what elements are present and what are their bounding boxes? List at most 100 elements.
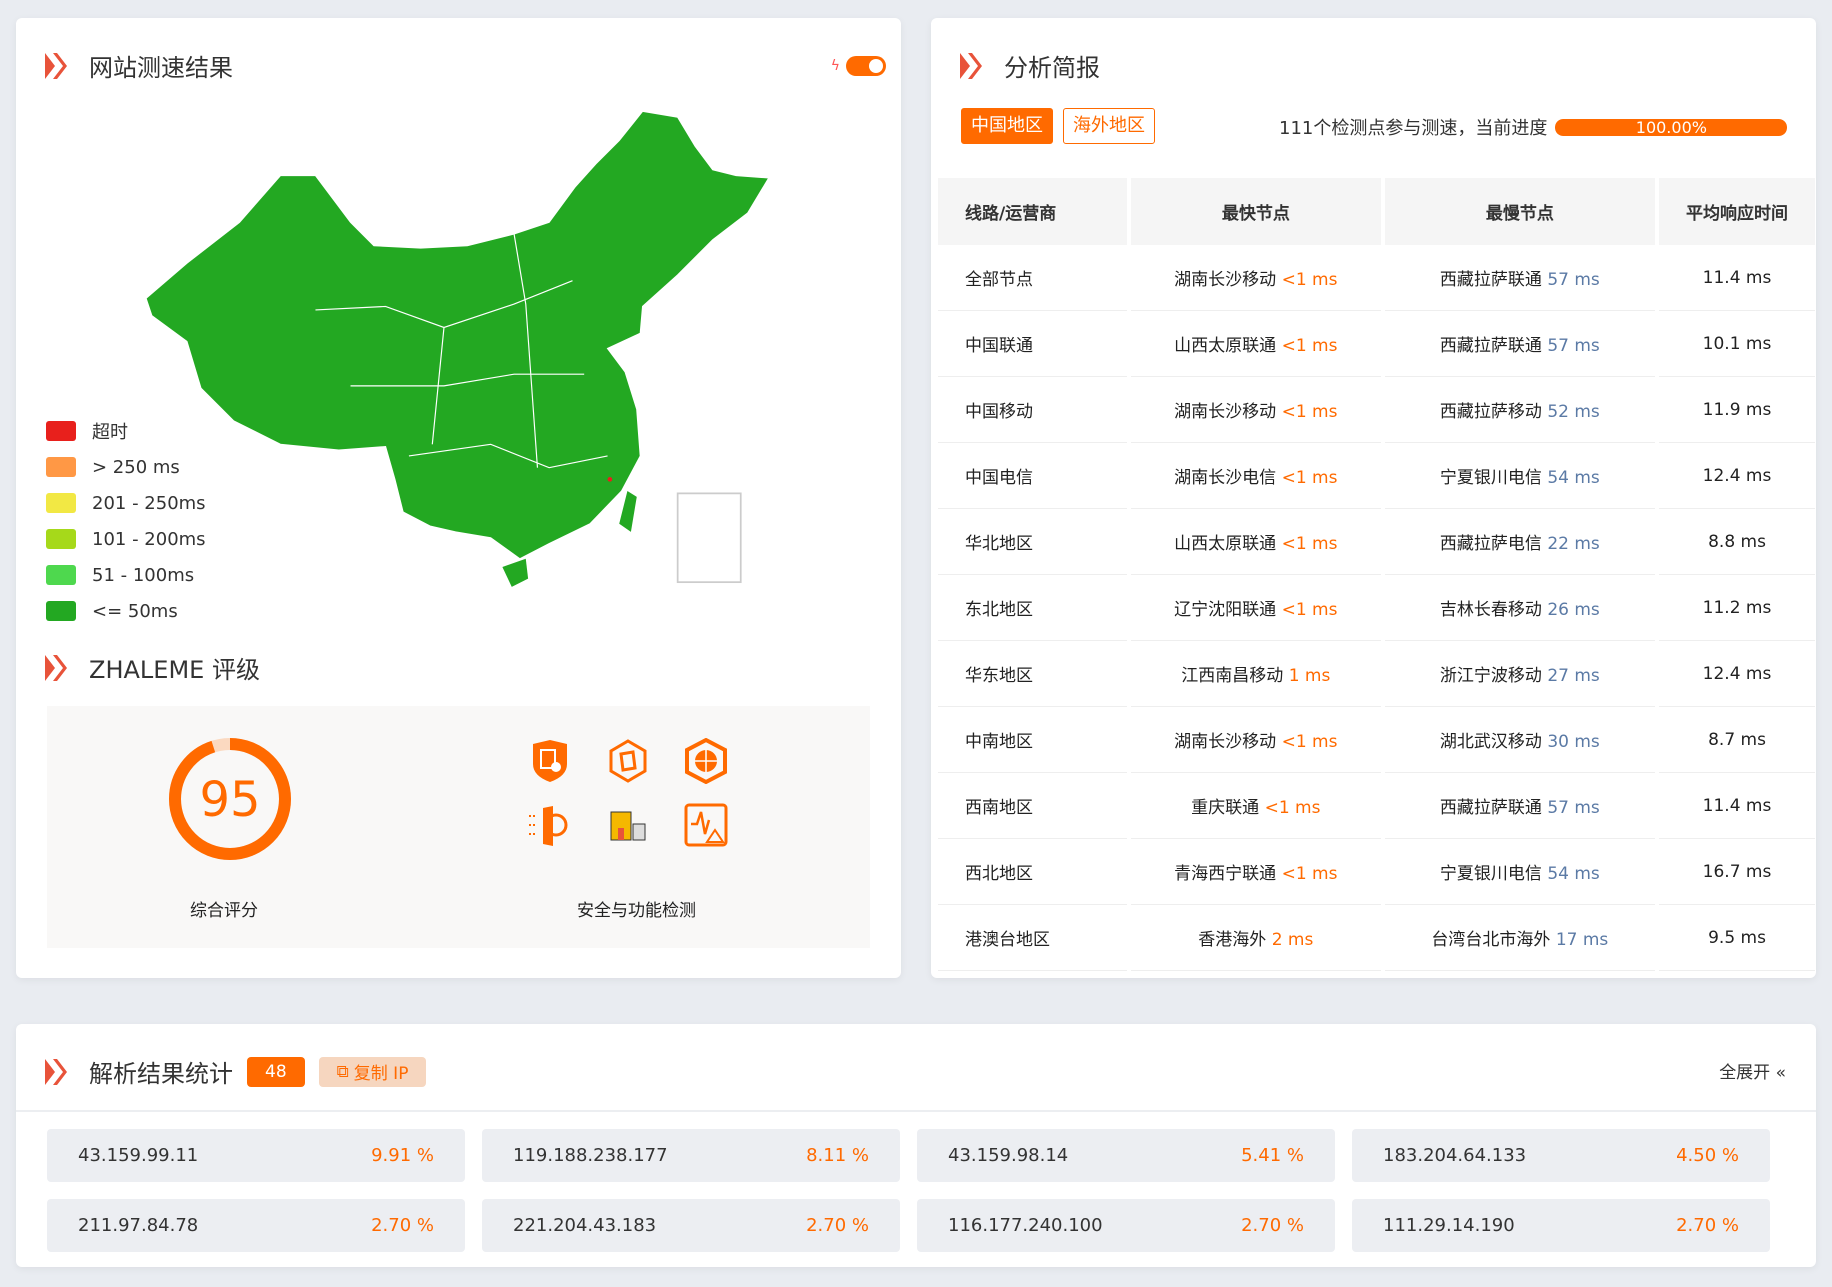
taiwan-island[interactable]: [619, 491, 637, 532]
line-cell: 中国电信: [938, 443, 1127, 509]
table-row: 中南地区 湖南长沙移动 <1 ms 湖北武汉移动 30 ms 8.7 ms: [938, 707, 1815, 773]
map-legend: 超时 > 250 ms 201 - 250ms 101 - 200ms 51 -…: [46, 413, 206, 629]
ip-address: 211.97.84.78: [78, 1215, 199, 1236]
progress-bar: 100.00%: [1555, 118, 1788, 136]
resolve-title: 解析结果统计 48 ⧉ 复制 IP: [45, 1054, 427, 1089]
castle-icon[interactable]: [605, 802, 651, 848]
ip-percent: 2.70 %: [1241, 1215, 1304, 1236]
ip-item[interactable]: 183.204.64.133 4.50 %: [1352, 1129, 1770, 1182]
table-row: 中国电信 湖南长沙电信 <1 ms 宁夏银川电信 54 ms 12.4 ms: [938, 443, 1815, 509]
resolve-header: 解析结果统计 48 ⧉ 复制 IP 全展开 «: [16, 1024, 1816, 1112]
tab-overseas[interactable]: 海外地区: [1063, 108, 1155, 144]
avg-cell: 16.7 ms: [1659, 839, 1815, 905]
fastest-cell: 湖南长沙移动 <1 ms: [1131, 707, 1381, 773]
avg-cell: 11.4 ms: [1659, 245, 1815, 311]
col-slowest: 最慢节点: [1384, 178, 1656, 245]
speed-card: 网站测速结果 ϟ 超时 > 250 ms 201 - 250ms 101 - 2…: [16, 18, 901, 978]
ip-item[interactable]: 116.177.240.100 2.70 %: [917, 1199, 1335, 1252]
avg-cell: 11.2 ms: [1659, 575, 1815, 641]
line-cell: 华北地区: [938, 509, 1127, 575]
slowest-cell: 西藏拉萨联通 57 ms: [1384, 245, 1656, 311]
slowest-cell: 西藏拉萨移动 52 ms: [1384, 377, 1656, 443]
ip-address: 111.29.14.190: [1383, 1215, 1515, 1236]
progress: 111个检测点参与测速，当前进度 100.00%: [1279, 114, 1788, 140]
ip-grid: 43.159.99.11 9.91 % 119.188.238.177 8.11 % 4…: [47, 1129, 1770, 1252]
fastest-cell: 辽宁沈阳联通 <1 ms: [1131, 575, 1381, 641]
score-value: 95: [199, 772, 260, 828]
ip-address: 43.159.99.11: [78, 1145, 199, 1166]
ip-address: 183.204.64.133: [1383, 1145, 1527, 1166]
tab-china[interactable]: 中国地区: [961, 108, 1053, 144]
legend-item: 101 - 200ms: [46, 521, 206, 557]
region-tabs: 中国地区 海外地区: [961, 108, 1155, 144]
col-line: 线路/运营商: [938, 178, 1127, 245]
ip-item[interactable]: 43.159.99.11 9.91 %: [47, 1129, 465, 1182]
speed-toggle[interactable]: ϟ: [831, 56, 886, 76]
ip-address: 221.204.43.183: [513, 1215, 657, 1236]
table-row: 华东地区 江西南昌移动 1 ms 浙江宁波移动 27 ms 12.4 ms: [938, 641, 1815, 707]
security-label: 安全与功能检测: [577, 901, 696, 921]
slowest-cell: 宁夏银川电信 54 ms: [1384, 443, 1656, 509]
legend-item: 51 - 100ms: [46, 557, 206, 593]
col-avg: 平均响应时间: [1659, 178, 1815, 245]
security-icons: [527, 738, 729, 848]
analysis-table: 线路/运营商 最快节点 最慢节点 平均响应时间 全部节点 湖南长沙移动 <1 m…: [934, 178, 1816, 971]
slowest-cell: 湖北武汉移动 30 ms: [1384, 707, 1656, 773]
line-cell: 港澳台地区: [938, 905, 1127, 971]
ip-item[interactable]: 119.188.238.177 8.11 %: [482, 1129, 900, 1182]
lightning-icon: ϟ: [830, 58, 840, 74]
copy-ip-button[interactable]: ⧉ 复制 IP: [318, 1056, 427, 1087]
table-row: 华北地区 山西太原联通 <1 ms 西藏拉萨电信 22 ms 8.8 ms: [938, 509, 1815, 575]
avg-cell: 11.4 ms: [1659, 773, 1815, 839]
slowest-cell: 浙江宁波移动 27 ms: [1384, 641, 1656, 707]
hexagon-cube-icon[interactable]: [605, 738, 651, 784]
table-row: 西北地区 青海西宁联通 <1 ms 宁夏银川电信 54 ms 16.7 ms: [938, 839, 1815, 905]
toggle-switch[interactable]: [846, 56, 886, 76]
avg-cell: 8.8 ms: [1659, 509, 1815, 575]
line-cell: 中南地区: [938, 707, 1127, 773]
slowest-cell: 吉林长春移动 26 ms: [1384, 575, 1656, 641]
globe-firewall-icon[interactable]: [527, 802, 573, 848]
line-cell: 西南地区: [938, 773, 1127, 839]
rating-title: ZHALEME 评级: [45, 650, 260, 685]
fastest-cell: 山西太原联通 <1 ms: [1131, 509, 1381, 575]
legend-item: <= 50ms: [46, 593, 206, 629]
ip-item[interactable]: 43.159.98.14 5.41 %: [917, 1129, 1335, 1182]
count-badge: 48: [247, 1056, 305, 1087]
ip-percent: 4.50 %: [1676, 1145, 1739, 1166]
chevron-right-icon: [960, 53, 984, 79]
legend-item: > 250 ms: [46, 449, 206, 485]
ip-item[interactable]: 211.97.84.78 2.70 %: [47, 1199, 465, 1252]
fastest-cell: 青海西宁联通 <1 ms: [1131, 839, 1381, 905]
south-china-sea-inset: [676, 492, 742, 584]
avg-cell: 9.5 ms: [1659, 905, 1815, 971]
expand-all-button[interactable]: 全展开 «: [1719, 1063, 1786, 1083]
ip-percent: 2.70 %: [806, 1215, 869, 1236]
line-cell: 东北地区: [938, 575, 1127, 641]
ip-item[interactable]: 111.29.14.190 2.70 %: [1352, 1199, 1770, 1252]
hainan-island[interactable]: [502, 558, 529, 587]
line-cell: 华东地区: [938, 641, 1127, 707]
fastest-cell: 香港海外 2 ms: [1131, 905, 1381, 971]
avg-cell: 11.9 ms: [1659, 377, 1815, 443]
table-row: 中国联通 山西太原联通 <1 ms 西藏拉萨联通 57 ms 10.1 ms: [938, 311, 1815, 377]
china-mainland[interactable]: [145, 110, 770, 560]
col-fastest: 最快节点: [1131, 178, 1381, 245]
avg-cell: 8.7 ms: [1659, 707, 1815, 773]
progress-value: 100.00%: [1635, 118, 1707, 136]
certificate-shield-icon[interactable]: [527, 738, 573, 784]
globe-hexagon-icon[interactable]: [683, 738, 729, 784]
slowest-cell: 宁夏银川电信 54 ms: [1384, 839, 1656, 905]
slowest-cell: 西藏拉萨电信 22 ms: [1384, 509, 1656, 575]
monitor-alert-icon[interactable]: [683, 802, 729, 848]
analysis-title: 分析简报: [960, 48, 1100, 83]
legend-item: 超时: [46, 413, 206, 449]
chevron-right-icon: [45, 655, 69, 681]
ip-item[interactable]: 221.204.43.183 2.70 %: [482, 1199, 900, 1252]
line-cell: 中国移动: [938, 377, 1127, 443]
chevron-right-icon: [45, 1059, 69, 1085]
score-ring: 95: [169, 738, 291, 860]
copy-icon: ⧉: [336, 1061, 349, 1082]
fastest-cell: 湖南长沙电信 <1 ms: [1131, 443, 1381, 509]
